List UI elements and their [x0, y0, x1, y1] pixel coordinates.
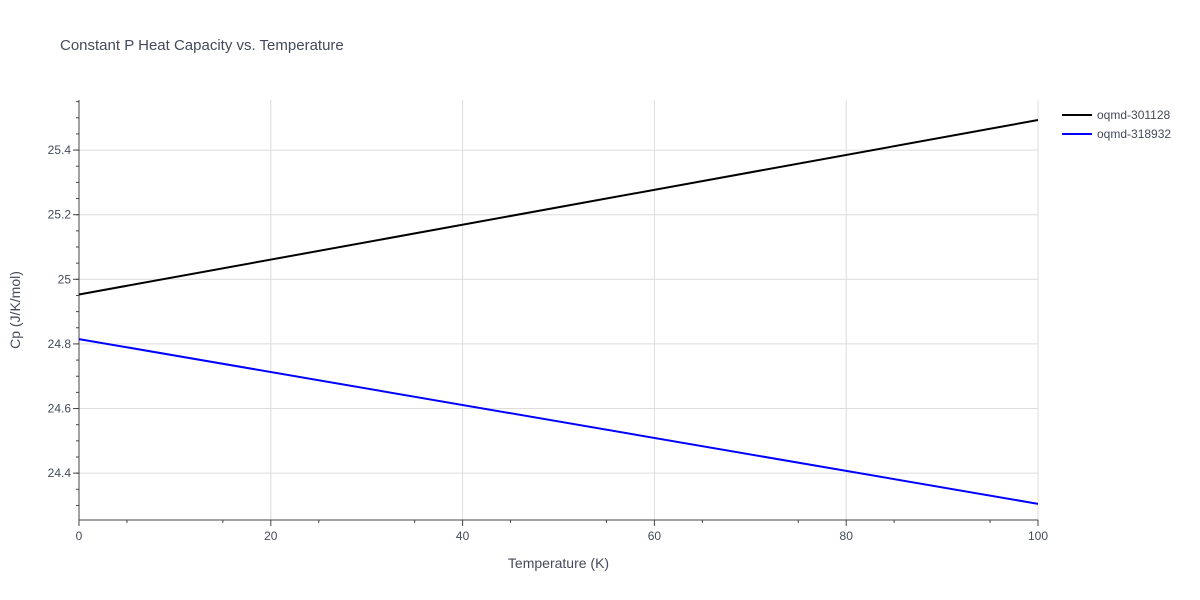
y-tick-label: 25.2: [48, 208, 72, 222]
y-tick-label: 25: [58, 272, 72, 286]
chart-title: Constant P Heat Capacity vs. Temperature: [60, 37, 344, 54]
x-axis-label: Temperature (K): [508, 555, 609, 571]
y-tick-label: 24.4: [48, 466, 72, 480]
x-tick-label: 100: [1028, 529, 1048, 543]
y-tick-label: 24.6: [48, 402, 72, 416]
series-line-oqmd-301128: [78, 119, 1039, 296]
y-tick-label: 24.8: [48, 337, 72, 351]
legend: oqmd-301128 oqmd-318932: [1062, 108, 1171, 141]
x-tick-label: 40: [456, 529, 470, 543]
plot-area: [78, 119, 1039, 505]
legend-label: oqmd-318932: [1097, 127, 1171, 141]
series-line-oqmd-318932: [78, 338, 1039, 505]
axes: 0 20 40 60 80 100 24.4 24.6 24.8 25 25.2 25.4: [48, 100, 1048, 543]
y-tick-label: 25.4: [48, 143, 72, 157]
x-tick-label: 60: [648, 529, 662, 543]
legend-label: oqmd-301128: [1097, 108, 1170, 122]
y-axis-label: Cp (J/K/mol): [7, 271, 23, 349]
x-tick-label: 20: [264, 529, 278, 543]
grid: [79, 100, 1039, 520]
x-tick-label: 80: [840, 529, 854, 543]
x-tick-label: 0: [76, 529, 83, 543]
